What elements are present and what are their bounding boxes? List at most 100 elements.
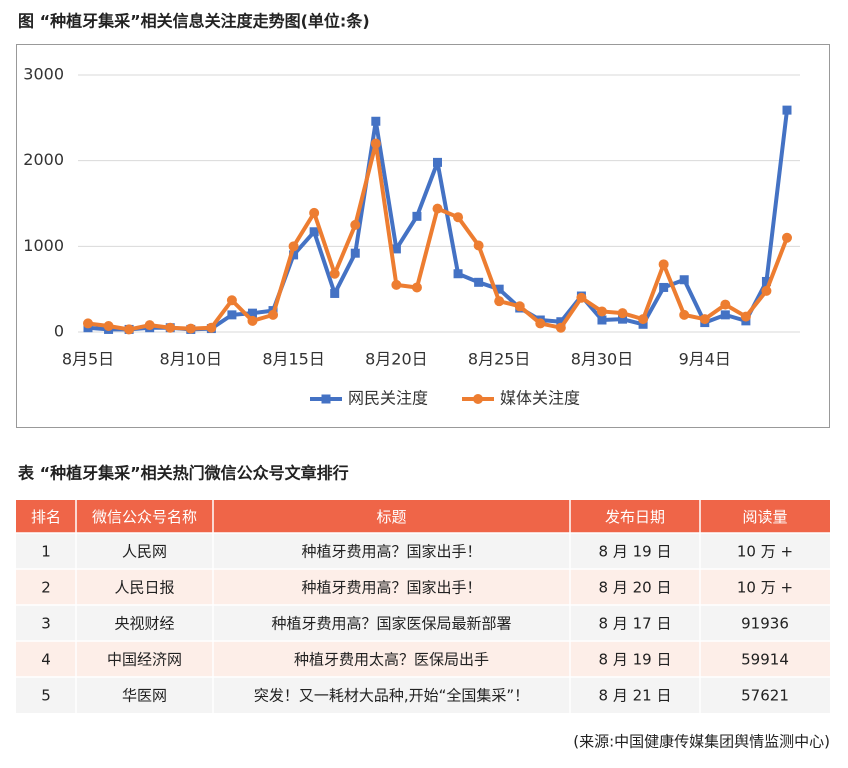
marker: [535, 318, 546, 329]
marker: [514, 301, 525, 312]
table-cell: 3: [41, 615, 51, 633]
table-cell: 种植牙费用高？国家出手！: [301, 543, 481, 561]
table-header-cell: 标题: [376, 508, 406, 526]
marker: [555, 322, 566, 333]
table-cell: 10 万 +: [737, 543, 793, 561]
table-header-cell: 排名: [31, 508, 61, 526]
marker: [473, 240, 484, 251]
marker: [103, 321, 114, 332]
marker: [658, 259, 669, 270]
table-cell: 5: [41, 687, 51, 705]
table-cell: 央视财经: [114, 615, 174, 633]
marker: [247, 308, 257, 318]
legend-marker: [473, 394, 483, 404]
table-cell: 中国经济网: [107, 651, 182, 669]
marker: [556, 317, 566, 327]
marker: [309, 227, 319, 237]
table-header-cell: 微信公众号名称: [92, 508, 197, 526]
table-header-cell: 发布日期: [605, 508, 665, 526]
marker: [720, 310, 730, 320]
marker: [268, 309, 279, 320]
marker: [659, 282, 669, 292]
marker: [453, 212, 464, 223]
marker: [761, 276, 771, 286]
marker: [330, 288, 340, 298]
x-tick-label: 8月10日: [160, 350, 223, 369]
marker: [597, 315, 607, 325]
marker: [124, 324, 135, 335]
marker: [617, 308, 628, 319]
marker: [474, 277, 484, 287]
marker: [165, 322, 176, 333]
marker: [453, 269, 463, 279]
table-cell: 10 万 +: [737, 579, 793, 597]
table-cell: 8 月 19 日: [599, 543, 672, 561]
legend-marker: [321, 394, 331, 404]
marker: [247, 315, 258, 326]
y-tick-label: 0: [54, 322, 64, 341]
y-tick-label: 2000: [23, 150, 64, 169]
marker: [432, 203, 443, 214]
marker: [350, 219, 361, 230]
marker: [433, 157, 442, 167]
x-tick-label: 8月25日: [468, 350, 531, 369]
table-cell: 种植牙费用太高？医保局出手: [294, 651, 489, 669]
table-cell: 种植牙费用高？国家医保局最新部署: [271, 615, 511, 633]
y-tick-label: 1000: [23, 236, 64, 255]
marker: [227, 310, 237, 320]
x-tick-label: 8月20日: [365, 350, 428, 369]
marker: [329, 268, 340, 279]
legend-label: 媒体关注度: [500, 389, 580, 408]
table-cell: 59914: [741, 651, 789, 669]
marker: [576, 292, 587, 303]
table-cell: 8 月 17 日: [599, 615, 672, 633]
table-cell: 2: [41, 579, 51, 597]
table-row-bg: [16, 605, 830, 641]
marker: [226, 295, 237, 306]
table-cell: 华医网: [122, 687, 167, 705]
source: (来源:中国健康传媒集团舆情监测中心): [573, 733, 830, 751]
marker: [679, 275, 689, 285]
marker: [412, 211, 422, 221]
table-cell: 57621: [741, 687, 789, 705]
marker: [782, 232, 792, 243]
marker: [494, 296, 505, 307]
marker: [144, 320, 155, 331]
table-cell: 人民日报: [114, 579, 174, 597]
marker: [391, 279, 402, 290]
marker: [411, 282, 422, 293]
marker: [699, 314, 710, 325]
marker: [618, 314, 628, 324]
marker: [494, 284, 504, 294]
y-tick-label: 3000: [23, 65, 64, 84]
marker: [596, 306, 607, 317]
marker: [391, 244, 401, 254]
x-tick-label: 8月5日: [62, 350, 114, 369]
table-row-bg: [16, 569, 830, 605]
marker: [206, 322, 217, 333]
marker: [679, 309, 690, 320]
table-cell: 人民网: [122, 543, 167, 561]
marker: [185, 323, 196, 334]
marker: [371, 116, 381, 126]
legend-label: 网民关注度: [348, 389, 428, 408]
figure-caption: 图 “种植牙集采”相关信息关注度走势图(单位:条): [18, 12, 370, 31]
table-row-bg: [16, 677, 830, 713]
marker: [761, 285, 772, 296]
x-tick-label: 8月15日: [262, 350, 325, 369]
marker: [83, 318, 93, 329]
table-cell: 8 月 19 日: [599, 651, 672, 669]
marker: [638, 314, 649, 325]
table-header-bg: [16, 500, 830, 533]
marker: [370, 138, 381, 149]
x-tick-label: 9月4日: [679, 350, 731, 369]
marker: [350, 248, 360, 258]
marker: [638, 319, 648, 329]
table-row-bg: [16, 641, 830, 677]
table-caption: 表 “种植牙集采”相关热门微信公众号文章排行: [17, 464, 349, 483]
table-cell: 突发！又一耗材大品种,开始“全国集采”！: [254, 687, 529, 705]
table-cell: 91936: [741, 615, 789, 633]
chart-frame: [16, 44, 830, 428]
table-cell: 8 月 21 日: [599, 687, 672, 705]
